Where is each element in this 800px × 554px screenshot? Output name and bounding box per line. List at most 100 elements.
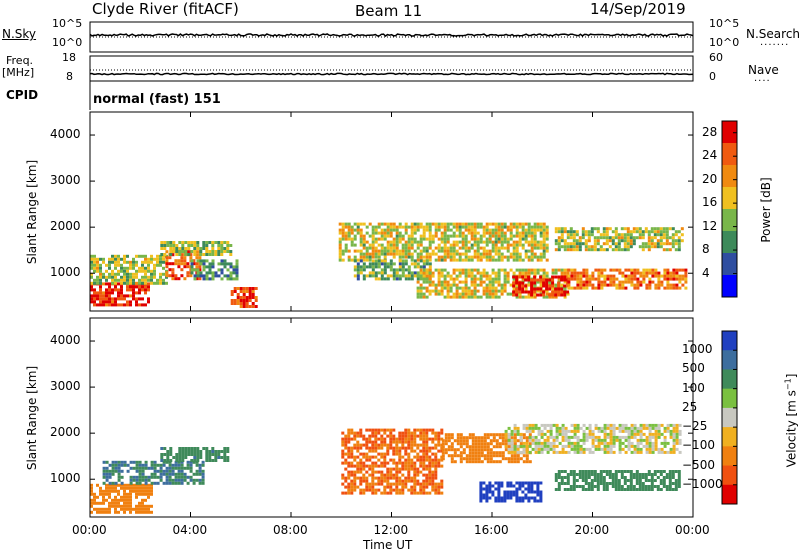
- echo-cell-7: [356, 271, 360, 275]
- echo-cell-7: [678, 432, 682, 436]
- echo-cell-10: [651, 274, 655, 278]
- echo-cell-5: [491, 484, 495, 488]
- echo-cell-1: [138, 254, 141, 258]
- echo-cell-7: [675, 429, 679, 433]
- echo-cell-4: [459, 436, 463, 440]
- echo-cell-10: [663, 268, 667, 272]
- x-tick-label: 00:00: [675, 523, 710, 537]
- echo-cell-11: [554, 230, 558, 234]
- echo-cell-1: [177, 478, 181, 482]
- echo-cell-4: [232, 271, 236, 275]
- echo-cell-4: [471, 448, 475, 452]
- echo-cell-7: [582, 435, 586, 439]
- echo-cell-7: [549, 447, 553, 451]
- echo-cell-0: [114, 489, 117, 493]
- echo-cell-8: [419, 283, 423, 287]
- echo-cell-6: [542, 234, 546, 238]
- echo-cell-4: [226, 268, 230, 272]
- echo-cell-6: [566, 482, 570, 485]
- echo-cell-8: [425, 274, 429, 278]
- echo-cell-7: [380, 268, 384, 272]
- echo-cell-3: [359, 479, 363, 483]
- echo-cell-6: [452, 246, 456, 250]
- echo-cell-7: [404, 274, 408, 278]
- echo-cell-8: [461, 292, 465, 296]
- echo-cell-3: [187, 253, 191, 256]
- echo-cell-1: [162, 266, 165, 270]
- echo-cell-2: [189, 274, 193, 278]
- echo-cell-8: [488, 283, 492, 287]
- echo-cell-6: [656, 476, 660, 479]
- echo-cell-3: [434, 491, 438, 495]
- echo-cell-11: [578, 242, 582, 246]
- echo-cell-2: [160, 453, 164, 456]
- echo-cell-7: [356, 262, 360, 266]
- echo-cell-8: [500, 292, 504, 296]
- echo-cell-3: [341, 431, 345, 435]
- echo-cell-0: [105, 507, 108, 511]
- echo-cell-6: [563, 482, 567, 485]
- echo-cell-7: [648, 432, 652, 436]
- echo-cell-8: [488, 280, 492, 284]
- echo-cell-5: [521, 484, 525, 488]
- echo-cell-3: [401, 434, 405, 438]
- echo-cell-9: [515, 290, 519, 294]
- echo-cell-0: [90, 297, 93, 301]
- echo-cell-7: [678, 438, 682, 442]
- power-colorbar-tick-label: 8: [702, 242, 710, 257]
- echo-cell-6: [452, 240, 456, 244]
- echo-cell-3: [359, 491, 363, 495]
- echo-cell-6: [341, 225, 345, 229]
- echo-cell-6: [458, 252, 462, 256]
- echo-cell-7: [534, 441, 538, 445]
- echo-cell-3: [220, 250, 224, 253]
- echo-cell-6: [626, 479, 630, 482]
- echo-cell-6: [590, 482, 594, 485]
- echo-cell-9: [536, 287, 540, 291]
- echo-cell-11: [629, 230, 633, 234]
- echo-cell-2: [193, 453, 197, 456]
- echo-cell-6: [491, 231, 495, 235]
- echo-cell-7: [537, 429, 541, 433]
- echo-cell-10: [666, 271, 670, 275]
- echo-cell-7: [618, 450, 622, 454]
- echo-cell-3: [413, 455, 417, 459]
- echo-cell-0: [117, 492, 120, 496]
- echo-cell-6: [638, 473, 642, 476]
- echo-cell-5: [251, 305, 255, 308]
- echo-cell-7: [597, 435, 601, 439]
- echo-cell-1: [144, 254, 147, 258]
- echo-cell-7: [564, 435, 568, 439]
- echo-cell-8: [506, 274, 510, 278]
- echo-cell-6: [359, 252, 363, 256]
- echo-cell-9: [533, 278, 537, 282]
- echo-cell-3: [422, 434, 426, 438]
- echo-cell-2: [195, 250, 199, 254]
- echo-cell-6: [443, 258, 447, 262]
- echo-cell-3: [347, 470, 351, 474]
- echo-cell-4: [495, 460, 499, 464]
- echo-cell-11: [638, 227, 642, 231]
- power-colorbar-segment: [722, 143, 737, 166]
- echo-cell-6: [599, 473, 603, 476]
- echo-cell-0: [99, 294, 102, 298]
- echo-cell-1: [171, 469, 175, 473]
- echo-cell-1: [129, 266, 132, 270]
- echo-cell-6: [422, 237, 426, 241]
- echo-cell-6: [467, 240, 471, 244]
- echo-cell-3: [413, 479, 417, 483]
- echo-cell-6: [509, 222, 513, 226]
- echo-cell-7: [416, 277, 420, 281]
- echo-cell-2: [187, 450, 191, 453]
- echo-cell-2: [189, 253, 193, 257]
- echo-cell-1: [159, 278, 162, 282]
- echo-cell-6: [578, 470, 582, 473]
- echo-cell-6: [560, 470, 564, 473]
- power-colorbar-segment: [722, 187, 737, 210]
- echo-cell-3: [356, 446, 360, 450]
- echo-cell-7: [359, 265, 363, 269]
- echo-cell-8: [503, 280, 507, 284]
- echo-cell-3: [422, 431, 426, 435]
- echo-cell-3: [407, 437, 411, 441]
